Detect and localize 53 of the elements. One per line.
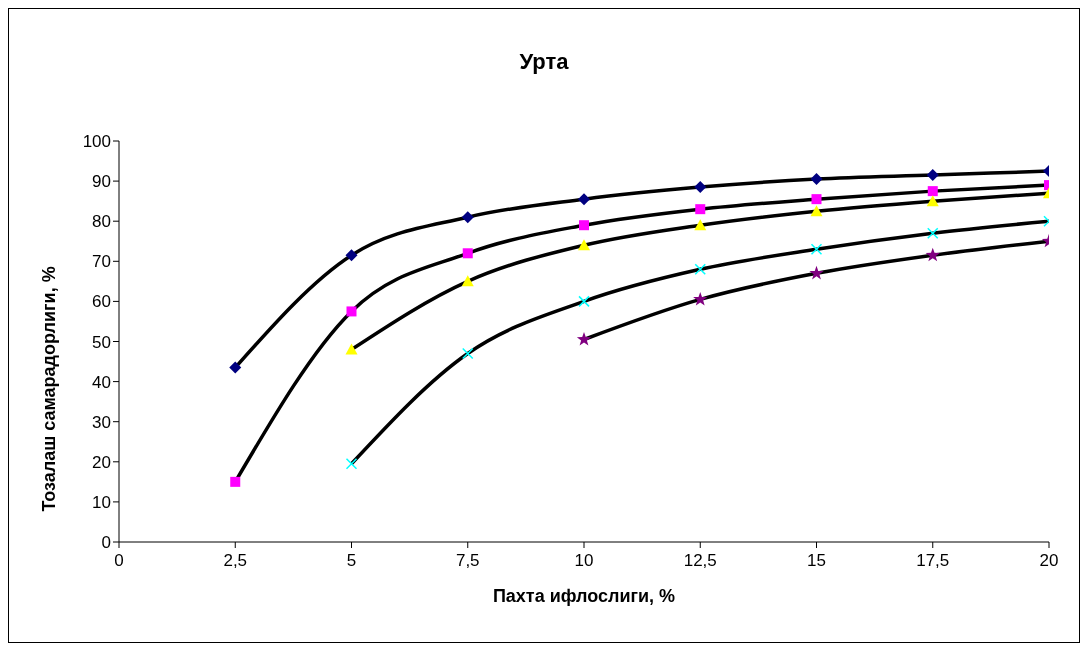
- x-tick-label: 12,5: [683, 551, 717, 571]
- y-tick-label: 50: [92, 332, 111, 352]
- point: [810, 243, 823, 256]
- point: [345, 343, 358, 355]
- chart-title: Урта: [518, 49, 570, 75]
- x-tick-label: 2,5: [223, 551, 248, 571]
- x-tick-label: 7,5: [455, 551, 480, 571]
- point: [925, 247, 940, 262]
- point: [346, 306, 357, 317]
- x-axis-title: Пахта ифлослиги, %: [492, 586, 676, 606]
- point: [693, 291, 708, 306]
- point: [694, 263, 706, 276]
- point: [809, 265, 824, 280]
- point: [578, 193, 590, 206]
- point: [926, 169, 939, 182]
- y-tick-label: 20: [92, 452, 111, 472]
- point: [694, 219, 707, 231]
- point: [810, 205, 823, 217]
- point: [695, 204, 706, 215]
- point: [461, 211, 474, 224]
- point: [230, 476, 241, 487]
- y-tick-label: 10: [92, 492, 111, 512]
- point: [462, 248, 473, 259]
- point: [811, 194, 822, 205]
- point: [578, 295, 590, 308]
- point: [927, 227, 939, 239]
- point: [927, 186, 938, 197]
- y-tick-label: 80: [92, 212, 111, 232]
- x-tick-label: 0: [114, 551, 124, 571]
- x-tick-label: 20: [1039, 551, 1059, 571]
- y-axis-title: Тозалаш самарадорлиги, %: [39, 266, 60, 512]
- point: [578, 239, 590, 251]
- point: [229, 361, 242, 374]
- y-tick-label: 100: [82, 132, 111, 152]
- x-tick-label: 5: [346, 551, 357, 571]
- point: [345, 458, 358, 470]
- y-tick-label: 40: [92, 372, 111, 392]
- point: [926, 195, 939, 207]
- x-tick-label: 15: [807, 551, 826, 571]
- point: [579, 220, 589, 231]
- point: [461, 275, 474, 287]
- x-tick-label: 17,5: [916, 551, 950, 571]
- y-tick-label: 0: [101, 533, 111, 553]
- y-tick-label: 70: [92, 252, 111, 272]
- y-tick-label: 30: [92, 412, 111, 432]
- x-tick-label: 10: [574, 551, 594, 571]
- y-tick-label: 60: [92, 292, 111, 312]
- point: [462, 347, 474, 360]
- point: [345, 249, 358, 262]
- point: [576, 332, 592, 346]
- point: [810, 173, 823, 186]
- point: [694, 181, 707, 194]
- y-tick-label: 90: [92, 172, 111, 192]
